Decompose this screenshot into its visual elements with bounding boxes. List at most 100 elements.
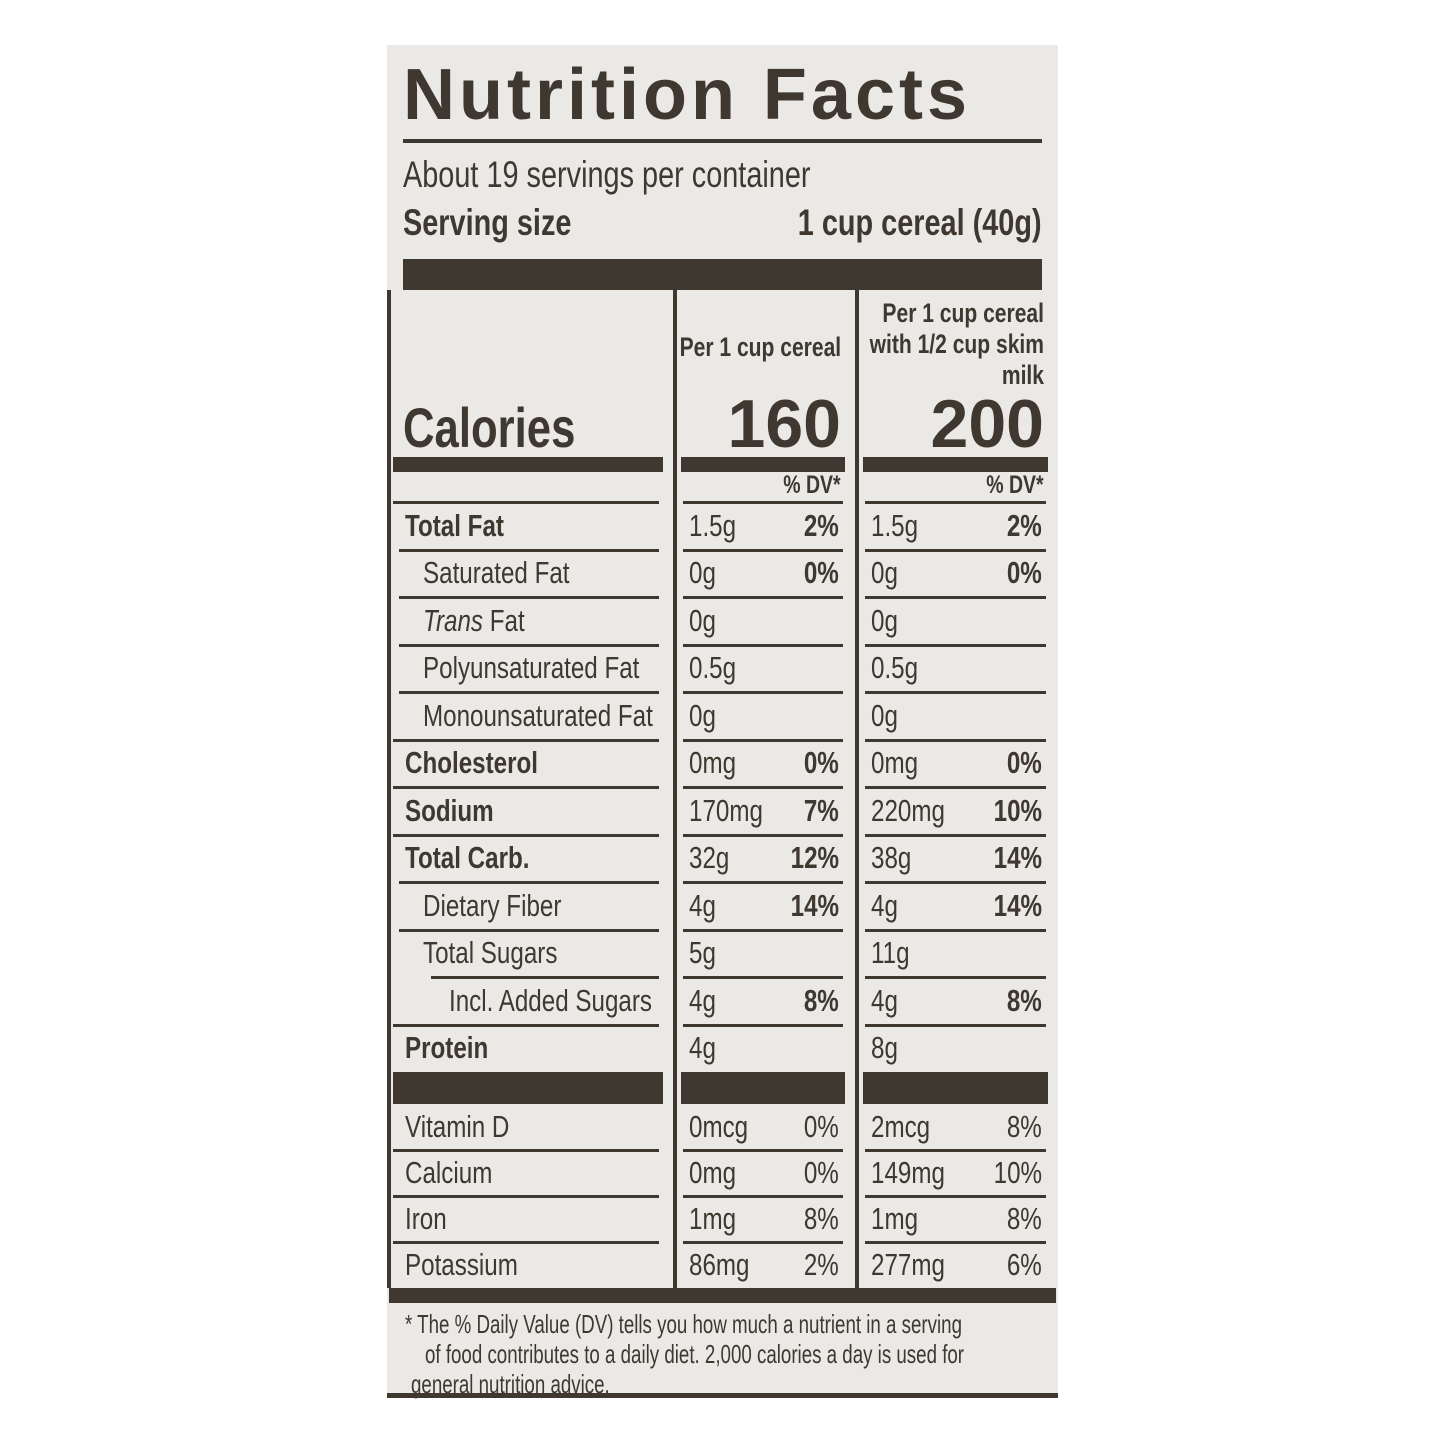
nutrient-value-cell: 0g <box>855 691 1058 740</box>
amount-value: 0.5g <box>871 650 919 686</box>
daily-value-percent: 14% <box>993 887 1042 923</box>
nutrient-name: Trans Fat <box>423 602 525 638</box>
nutrient-value-cell: 38g 14% <box>855 833 1058 883</box>
nutrient-row: Vitamin D 0mcg 0% 2mcg 8% <box>387 1104 1058 1150</box>
nutrient-name-cell: Calcium <box>387 1149 673 1196</box>
amount-value: 1mg <box>689 1201 737 1236</box>
nutrient-row: Calcium 0mg 0% 149mg 10% <box>387 1149 1058 1196</box>
nutrient-value-cell: 220mg 10% <box>855 786 1058 835</box>
table-left-border <box>387 290 391 1288</box>
amount-value: 32g <box>689 840 730 876</box>
nutrient-name-cell: Trans Fat <box>387 596 673 645</box>
nutrient-value-cell: 0g 0% <box>855 548 1058 598</box>
nutrient-name-cell: Protein <box>387 1023 673 1073</box>
nutrient-name: Vitamin D <box>405 1109 510 1144</box>
nutrient-row: Total Fat 1.5g 2% 1.5g 2% <box>387 501 1058 550</box>
daily-value-percent: 0% <box>804 1109 839 1144</box>
amount-value: 8g <box>871 1030 898 1066</box>
nutrient-name-cell: Total Fat <box>387 501 673 550</box>
amount-value: 0g <box>689 602 716 638</box>
nutrient-name-cell: Polyunsaturated Fat <box>387 643 673 693</box>
nutrient-value-cell: 86mg 2% <box>673 1241 855 1288</box>
nutrient-value-cell: 1.5g 2% <box>673 501 855 550</box>
nutrient-value-cell: 0g <box>855 596 1058 645</box>
nutrient-value-cell: 2mcg 8% <box>855 1104 1058 1150</box>
calories-underbar <box>393 457 663 472</box>
nutrient-name-cell: Saturated Fat <box>387 548 673 598</box>
amount-value: 38g <box>871 840 912 876</box>
footnote-line: * The % Daily Value (DV) tells you how m… <box>405 1309 963 1339</box>
nutrient-value-cell: 170mg 7% <box>673 786 855 835</box>
cereal-column-header-cell: Per 1 cup cereal 160 % DV* <box>673 290 855 502</box>
nutrient-name: Cholesterol <box>405 745 539 781</box>
nutrient-name-cell: Iron <box>387 1195 673 1242</box>
amount-value: 277mg <box>871 1247 945 1282</box>
column-divider-2 <box>855 290 859 1288</box>
milk-column-header-cell: Per 1 cup cereal with 1/2 cup skim milk … <box>855 290 1058 502</box>
amount-value: 0g <box>689 555 716 591</box>
nutrient-value-cell: 0mg 0% <box>855 738 1058 788</box>
daily-value-percent: 8% <box>804 982 839 1018</box>
amount-value: 4g <box>871 982 898 1018</box>
nutrient-value-cell: 0.5g <box>855 643 1058 693</box>
nutrient-value-cell: 4g <box>673 1023 855 1073</box>
milk-column-header: Per 1 cup cereal with 1/2 cup skim milk <box>869 298 1044 390</box>
amount-value: 5g <box>689 935 716 971</box>
nutrient-value-cell: 4g 14% <box>673 881 855 930</box>
daily-value-percent: 8% <box>1007 1201 1042 1236</box>
nutrient-name-cell: Total Sugars <box>387 928 673 978</box>
nutrient-name-cell: Cholesterol <box>387 738 673 788</box>
nutrient-value-cell: 277mg 6% <box>855 1241 1058 1288</box>
daily-value-percent: 2% <box>804 1247 839 1282</box>
nutrient-row: Incl. Added Sugars 4g 8% 4g 8% <box>387 976 1058 1025</box>
daily-value-percent: 14% <box>993 840 1042 876</box>
nutrient-value-cell: 4g 8% <box>855 976 1058 1025</box>
daily-value-percent: 6% <box>1007 1247 1042 1282</box>
amount-value: 2mcg <box>871 1109 931 1144</box>
nutrient-name: Calcium <box>405 1155 493 1190</box>
cereal-column-header: Per 1 cup cereal <box>679 332 841 362</box>
amount-value: 1mg <box>871 1201 919 1236</box>
nutrient-name: Saturated Fat <box>423 555 570 591</box>
amount-value: 0mg <box>689 745 737 781</box>
daily-value-percent: 0% <box>1007 745 1042 781</box>
amount-value: 4g <box>871 887 898 923</box>
nutrient-name: Dietary Fiber <box>423 887 562 923</box>
nutrient-row: Trans Fat 0g 0g <box>387 596 1058 645</box>
nutrient-row: Total Carb. 32g 12% 38g 14% <box>387 833 1058 883</box>
calories-underbar <box>681 457 845 472</box>
nutrient-name-cell: Total Carb. <box>387 833 673 883</box>
nutrient-row: Protein 4g 8g <box>387 1023 1058 1073</box>
nutrient-name: Monounsaturated Fat <box>423 697 653 733</box>
amount-value: 4g <box>689 1030 716 1066</box>
amount-value: 0g <box>871 555 898 591</box>
label-bottom-border <box>387 1393 1058 1398</box>
nutrient-value-cell: 32g 12% <box>673 833 855 883</box>
daily-value-percent: 14% <box>790 887 839 923</box>
amount-value: 4g <box>689 982 716 1018</box>
nutrient-rows: Total Fat 1.5g 2% 1.5g 2% Saturated Fat 0g 0% 0g… <box>387 501 1058 1073</box>
nutrition-table: Calories Per 1 cup cereal 160 % DV* Per … <box>387 290 1058 1288</box>
amount-value: 0mg <box>689 1155 737 1190</box>
amount-value: 86mg <box>689 1247 750 1282</box>
daily-value-percent: 0% <box>804 745 839 781</box>
separator-bar-mid <box>387 1072 1058 1104</box>
nutrient-value-cell: 0mg 0% <box>673 1149 855 1196</box>
nutrient-name: Iron <box>405 1201 447 1236</box>
footnote-line: of food contributes to a daily diet. 2,0… <box>425 1339 965 1369</box>
nutrient-name-cell: Potassium <box>387 1241 673 1288</box>
dv-header-milk: % DV* <box>986 471 1044 499</box>
daily-value-percent: 8% <box>1007 1109 1042 1144</box>
nutrient-name-cell: Monounsaturated Fat <box>387 691 673 740</box>
amount-value: 11g <box>871 935 910 971</box>
nutrient-value-cell: 4g 14% <box>855 881 1058 930</box>
nutrient-row: Polyunsaturated Fat 0.5g 0.5g <box>387 643 1058 693</box>
nutrient-value-cell: 1mg 8% <box>855 1195 1058 1242</box>
nutrient-row: Dietary Fiber 4g 14% 4g 14% <box>387 881 1058 930</box>
nutrient-name: Polyunsaturated Fat <box>423 650 640 686</box>
nutrient-name-cell: Incl. Added Sugars <box>387 976 673 1025</box>
nutrient-value-cell: 0g 0% <box>673 548 855 598</box>
serving-size-label: Serving size <box>403 202 572 243</box>
amount-value: 149mg <box>871 1155 945 1190</box>
calories-underbar <box>863 457 1048 472</box>
